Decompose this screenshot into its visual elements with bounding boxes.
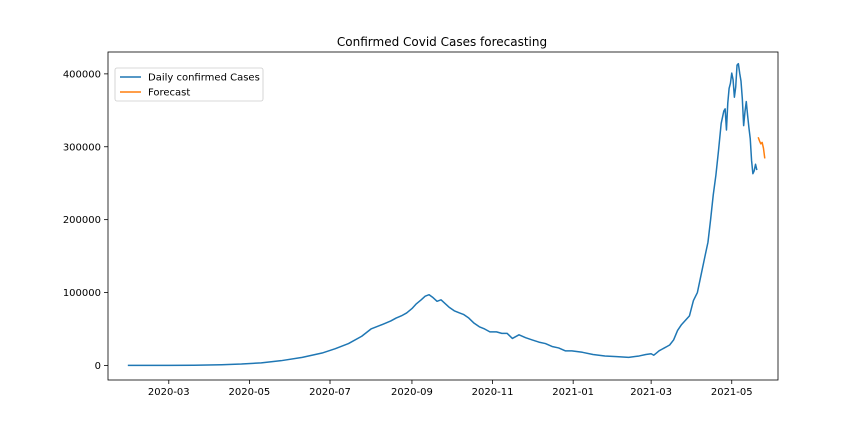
- x-tick-label: 2020-11: [472, 387, 514, 398]
- legend-label-1: Forecast: [148, 88, 190, 99]
- y-tick-label: 100000: [63, 288, 101, 299]
- x-tick-label: 2021-01: [552, 387, 594, 398]
- series-line-0: [127, 62, 758, 367]
- y-tick-label: 400000: [63, 69, 101, 80]
- x-tick-label: 2021-03: [630, 387, 672, 398]
- plot-area: [127, 62, 766, 367]
- chart-title: Confirmed Covid Cases forecasting: [337, 35, 547, 49]
- y-tick-label: 200000: [63, 215, 101, 226]
- x-tick-label: 2021-05: [711, 387, 753, 398]
- x-tick-label: 2020-09: [391, 387, 433, 398]
- legend-label-0: Daily confirmed Cases: [148, 73, 260, 84]
- axes-frame: [107, 51, 779, 381]
- y-tick-label: 300000: [63, 142, 101, 153]
- x-tick-label: 2020-07: [309, 387, 351, 398]
- axes: 2020-03 2020-05 2020-07 2020-09 2020-11 2021-…: [63, 51, 779, 398]
- x-tick-label: 2020-05: [229, 387, 271, 398]
- x-tick-label: 2020-03: [148, 387, 190, 398]
- series-line-1: [757, 137, 766, 159]
- y-tick-label: 0: [95, 361, 101, 372]
- legend: Daily confirmed Cases Forecast: [114, 67, 264, 102]
- legend-box: [114, 67, 264, 102]
